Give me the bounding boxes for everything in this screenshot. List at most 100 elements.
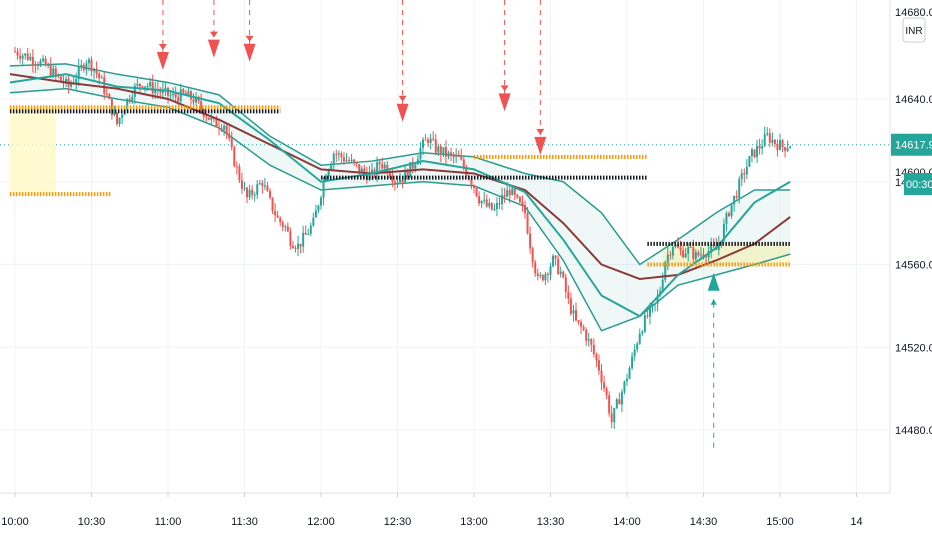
candle-body [671,246,674,256]
time-tick-label: 11:00 [155,516,182,528]
time-tick-label: 13:00 [460,516,488,528]
candle-body [628,368,631,379]
candle-body [276,215,279,218]
candle-body [314,210,317,218]
trade-signals [156,0,720,448]
candle-body [136,83,139,86]
candle-body [363,168,366,174]
currency-badge[interactable]: INR [902,17,926,43]
countdown-badge: 00:30 [904,173,932,195]
time-tick-label: 10:30 [78,516,106,528]
candle-body [266,185,269,192]
candle-body [781,140,784,148]
candle-body [779,140,781,150]
candle-body [256,184,259,195]
price-axis[interactable]: 14640.0014600.0014560.0014520.0014480.00… [889,0,932,493]
candle-body [269,191,271,198]
candle-body [36,65,39,67]
candle-body [138,83,141,87]
candle-body [626,378,628,382]
candle-body [19,55,22,59]
candle-body [383,164,386,169]
candle-body [289,231,292,246]
candle-body [508,190,511,196]
candle-body [294,247,297,249]
time-tick-label: 10:00 [1,516,29,528]
time-tick-label: 14:00 [613,516,641,528]
candle-body [587,339,590,341]
candle-body [552,255,555,267]
candle-body [763,134,766,147]
candle-body [302,232,305,247]
buy-arrow-head [710,298,717,305]
candle-body [16,51,19,56]
candle-body [312,217,315,226]
candle-body [172,93,175,96]
candle-body [753,149,756,158]
time-tick-label: 15:00 [766,516,794,528]
candle-body [309,225,312,234]
candle-body [478,196,481,204]
candle-body [495,202,498,210]
candle-body [246,187,249,198]
candle-body [473,185,475,188]
candle-body [773,139,776,145]
candle-body [327,169,330,177]
candle-body [631,356,634,369]
candle-body [699,254,702,256]
candle-body [511,188,514,196]
candle-body [488,202,491,207]
candle-body [442,147,445,155]
sell-signal-triangle [243,43,256,62]
candle-body [21,55,24,59]
candle-body [332,153,335,164]
candle-body [261,183,264,187]
candle-body [439,146,442,155]
candle-body [447,152,450,157]
currency-badge-label: INR [905,26,922,37]
candle-body [664,262,667,280]
candle-body [399,179,402,183]
candle-body [745,166,748,175]
candle-body [536,273,539,277]
candle-body [105,93,108,95]
candle-body [419,147,422,160]
candle-body [483,199,486,201]
candle-body [569,298,572,314]
candle-body [656,295,659,304]
candle-body [149,82,152,87]
sell-arrow-head [500,85,509,92]
candle-body [661,279,664,292]
candle-body [121,114,124,118]
candle-body [475,187,478,197]
candle-body [620,391,623,405]
candle-body [567,291,570,299]
candle-body [580,322,583,327]
candle-body [613,408,616,423]
candle-body [248,189,251,198]
candle-body [281,222,284,227]
price-tick-label: 14520.00 [895,342,932,354]
candle-body [307,233,310,235]
candle-body [235,166,238,168]
candle-body [771,139,774,143]
candle-body [263,185,266,187]
candle-body [641,331,644,334]
candle-body [348,160,351,162]
candle-body [618,399,621,405]
candle-body [34,64,37,66]
candle-body [529,233,532,249]
candle-body [575,310,577,321]
candlesticks [14,46,792,429]
time-axis[interactable]: 10:00 10:30 11:00 11:30 12:00 12:30 13:00 13:30… [0,492,890,528]
candle-body [733,195,736,205]
candle-body [386,164,389,173]
candle-body [210,117,213,120]
candle-body [65,78,67,84]
candle-body [144,86,147,88]
candle-body [506,190,509,197]
candle-body [784,147,787,151]
sell-arrow-head [398,95,407,102]
candle-body [31,56,34,65]
